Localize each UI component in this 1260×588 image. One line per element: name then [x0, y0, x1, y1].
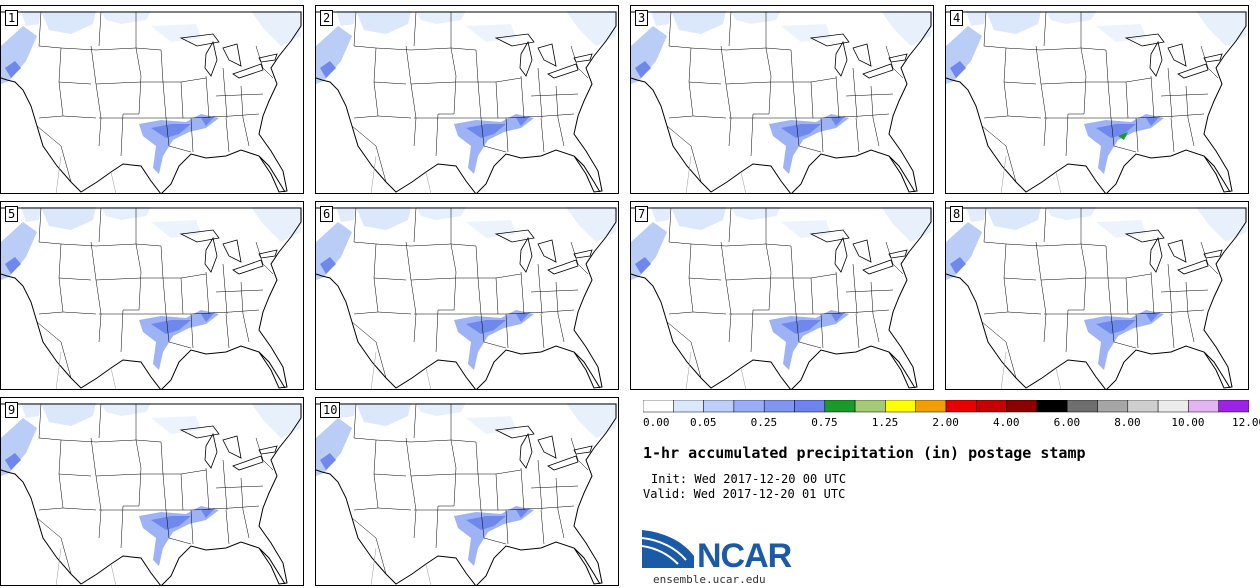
member-number: 7	[635, 206, 649, 222]
colorbar-swatch	[885, 400, 916, 413]
colorbar-swatch	[1006, 400, 1038, 413]
precipitation-map	[316, 402, 618, 585]
website-url[interactable]: ensemble.ucar.edu	[653, 573, 766, 586]
precipitation-map	[946, 206, 1248, 389]
logo-text: NCAR	[697, 537, 792, 575]
valid-time: Valid: Wed 2017-12-20 01 UTC	[643, 487, 846, 501]
colorbar-tick-label: 12.00	[1232, 416, 1260, 429]
colorbar-tick-label: 4.00	[993, 416, 1020, 429]
member-number: 8	[950, 206, 964, 222]
member-number: 5	[5, 206, 19, 222]
colorbar-tick-label: 0.75	[811, 416, 838, 429]
colorbar-tick-label: 1.25	[871, 416, 899, 429]
colorbar-tick-label: 10.00	[1171, 416, 1205, 429]
ensemble-member-panel-3: 3	[630, 5, 934, 194]
ensemble-member-panel-8: 8	[945, 201, 1249, 390]
precipitation-map	[946, 10, 1248, 193]
ensemble-member-panel-6: 6	[315, 201, 619, 390]
ensemble-member-panel-4: 4	[945, 5, 1249, 194]
colorbar-swatch	[915, 400, 947, 413]
init-time: Init: Wed 2017-12-20 00 UTC	[651, 472, 847, 486]
colorbar-swatch	[733, 400, 765, 413]
ensemble-member-panel-5: 5	[0, 201, 304, 390]
product-title: 1-hr accumulated precipitation (in) post…	[643, 444, 1086, 462]
member-number: 1	[5, 10, 19, 26]
ncar-logo-icon	[642, 530, 694, 568]
colorbar-swatch	[643, 400, 674, 413]
colorbar-tick-label: 0.05	[690, 416, 717, 429]
precipitation-map	[316, 206, 618, 389]
ensemble-member-panel-7: 7	[630, 201, 934, 390]
member-number: 6	[320, 206, 334, 222]
ensemble-member-panel-10: 10	[315, 397, 619, 586]
colorbar-swatch	[763, 400, 795, 413]
member-number: 9	[5, 402, 19, 418]
precipitation-map	[631, 10, 933, 193]
precipitation-map	[1, 402, 303, 585]
colorbar-swatch	[673, 400, 704, 413]
colorbar-swatch	[945, 400, 977, 413]
precipitation-map	[316, 10, 618, 193]
colorbar-tick-label: 6.00	[1053, 416, 1081, 429]
ensemble-member-panel-2: 2	[315, 5, 619, 194]
ensemble-member-panel-9: 9	[0, 397, 304, 586]
colorbar-swatch	[976, 400, 1007, 413]
ensemble-member-panel-1: 1	[0, 5, 304, 194]
member-number: 4	[950, 10, 964, 26]
colorbar-swatch	[1097, 400, 1129, 413]
precipitation-colorbar	[643, 400, 1249, 413]
precipitation-map	[1, 206, 303, 389]
colorbar-swatch	[824, 400, 856, 413]
colorbar-swatch	[1218, 400, 1249, 413]
precipitation-map	[1, 10, 303, 193]
colorbar-swatch	[703, 400, 735, 413]
colorbar-swatch	[1157, 400, 1189, 413]
member-number: 10	[320, 402, 341, 418]
colorbar-swatch	[1036, 400, 1068, 413]
colorbar-swatch	[1066, 400, 1098, 413]
colorbar-tick-label: 0.00	[643, 416, 670, 429]
colorbar-swatch	[1127, 400, 1159, 413]
precipitation-map	[631, 206, 933, 389]
member-number: 2	[320, 10, 334, 26]
colorbar-tick-label: 0.25	[750, 416, 778, 429]
colorbar-swatch	[794, 400, 826, 413]
colorbar-swatch	[854, 400, 886, 413]
colorbar-tick-label: 2.00	[932, 416, 959, 429]
member-number: 3	[635, 10, 649, 26]
colorbar-tick-label: 8.00	[1114, 416, 1141, 429]
colorbar-swatch	[1188, 400, 1219, 413]
